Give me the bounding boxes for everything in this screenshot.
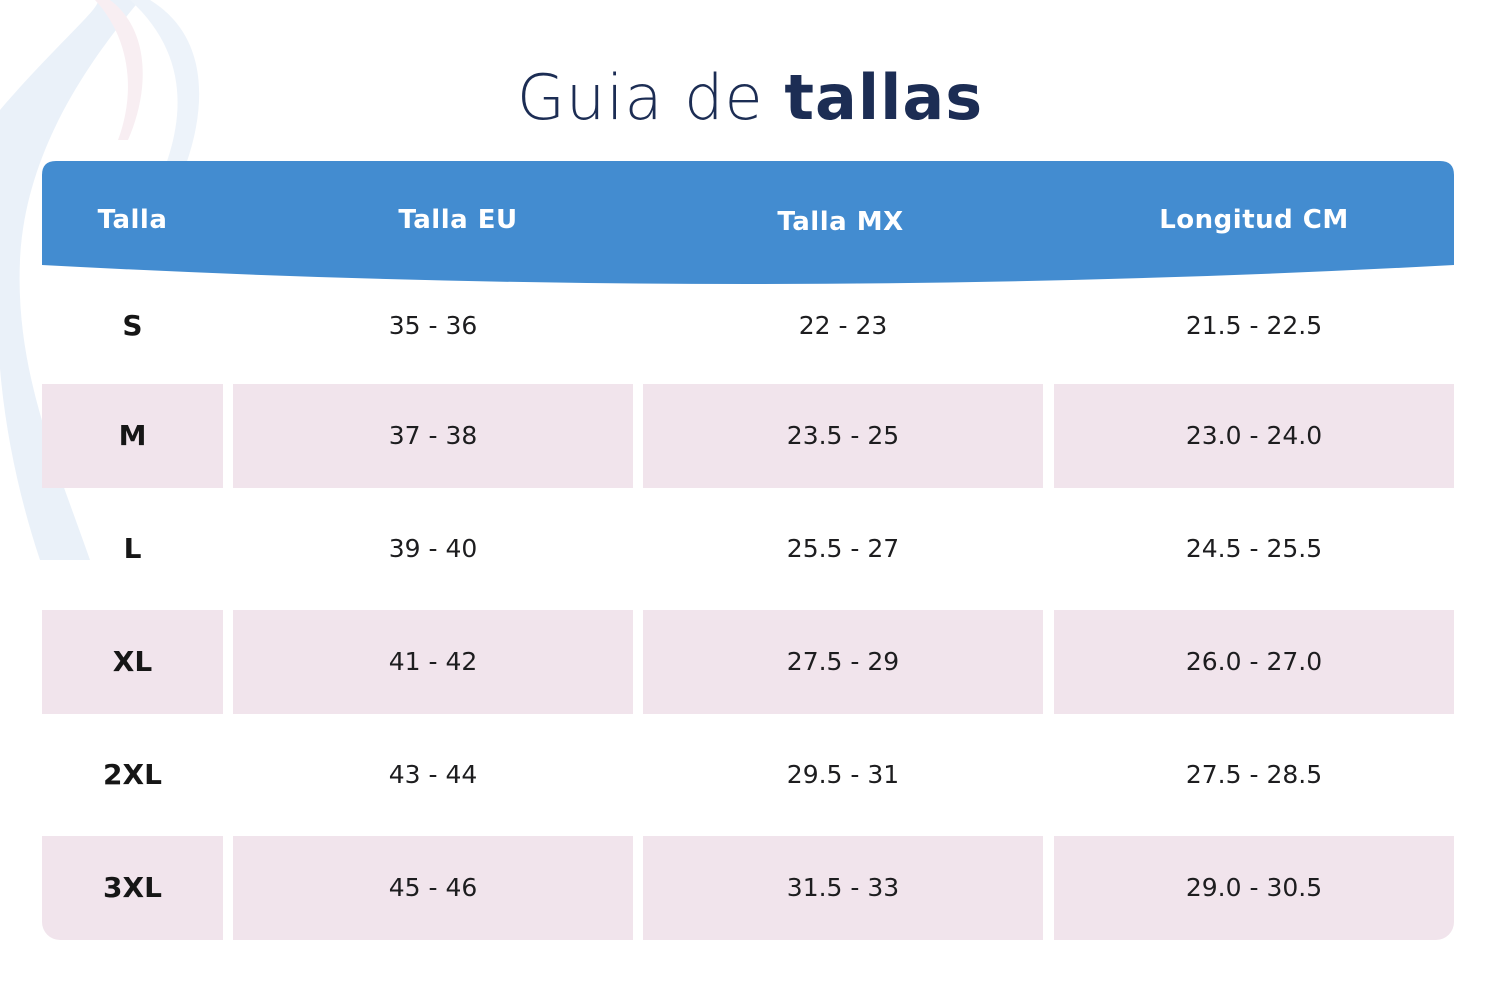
size-cell: XL [42, 610, 223, 714]
cm-cell: 27.5 - 28.5 [1185, 760, 1323, 789]
page-title: Guia de tallas [0, 58, 1500, 138]
eu-cell: 35 - 36 [388, 311, 478, 340]
eu-cell: 37 - 38 [233, 384, 633, 488]
header-talla-eu: Talla EU [398, 205, 518, 235]
table-row: 3XL 45 - 46 31.5 - 33 29.0 - 30.5 [42, 836, 1454, 940]
eu-cell: 39 - 40 [388, 534, 478, 563]
table-row: S 35 - 36 22 - 23 21.5 - 22.5 [42, 274, 1454, 378]
cm-cell: 29.0 - 30.5 [1054, 836, 1454, 940]
eu-cell: 41 - 42 [233, 610, 633, 714]
table-row: L 39 - 40 25.5 - 27 24.5 - 25.5 [42, 497, 1454, 601]
mx-cell: 27.5 - 29 [643, 610, 1043, 714]
size-cell: M [42, 384, 223, 488]
header-background [42, 161, 1454, 284]
cm-cell: 23.0 - 24.0 [1054, 384, 1454, 488]
title-light-text: Guia de [516, 61, 764, 134]
mx-cell: 31.5 - 33 [643, 836, 1043, 940]
table-header: Talla Talla EU Talla MX Longitud CM [42, 161, 1454, 289]
table-row: XL 41 - 42 27.5 - 29 26.0 - 27.0 [42, 610, 1454, 714]
table-row: 2XL 43 - 44 29.5 - 31 27.5 - 28.5 [42, 723, 1454, 827]
eu-cell: 45 - 46 [233, 836, 633, 940]
mx-cell: 22 - 23 [798, 311, 888, 340]
size-cell: S [122, 309, 143, 342]
size-cell: L [123, 532, 142, 565]
size-cell: 2XL [103, 758, 162, 791]
mx-cell: 25.5 - 27 [786, 534, 900, 563]
eu-cell: 43 - 44 [388, 760, 478, 789]
title-bold-text: tallas [784, 61, 984, 134]
header-talla-mx: Talla MX [777, 207, 904, 237]
header-longitud-cm: Longitud CM [1159, 205, 1349, 235]
header-talla: Talla [97, 205, 168, 235]
decorative-waves-graphic [0, 0, 200, 560]
cm-cell: 24.5 - 25.5 [1185, 534, 1323, 563]
mx-cell: 29.5 - 31 [786, 760, 900, 789]
mx-cell: 23.5 - 25 [643, 384, 1043, 488]
size-guide-table: Talla Talla EU Talla MX Longitud CM S 35… [42, 161, 1454, 941]
table-row: M 37 - 38 23.5 - 25 23.0 - 24.0 [42, 384, 1454, 488]
cm-cell: 21.5 - 22.5 [1185, 311, 1323, 340]
size-cell: 3XL [42, 836, 223, 940]
cm-cell: 26.0 - 27.0 [1054, 610, 1454, 714]
